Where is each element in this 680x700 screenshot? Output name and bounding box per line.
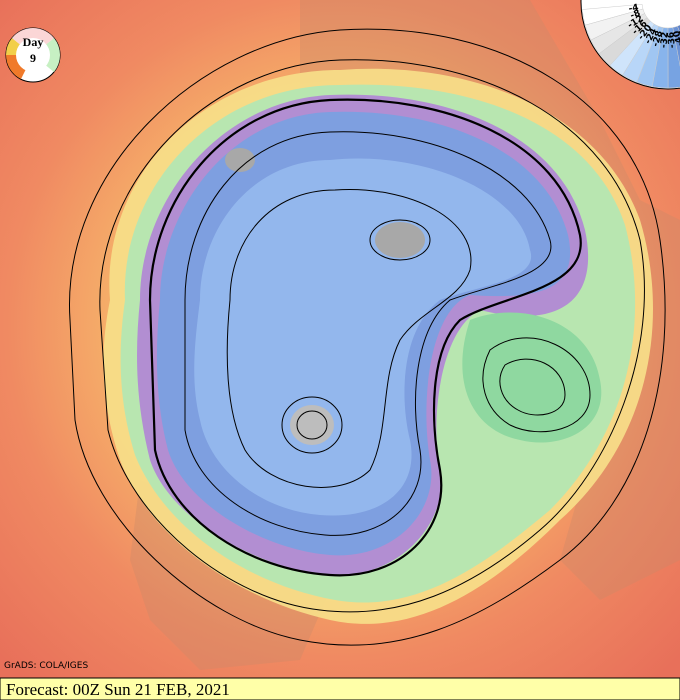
contour-line bbox=[482, 337, 591, 433]
contour-line bbox=[69, 28, 666, 646]
credit: GrADS: COLA/IGES bbox=[4, 661, 88, 671]
contour-line bbox=[184, 131, 552, 536]
legend: -4-8-12-16-20-24-28-32-36-40-44 bbox=[580, 0, 680, 90]
badge-number: 9 bbox=[30, 51, 36, 65]
badge-label: Day bbox=[23, 35, 44, 49]
contour-line bbox=[296, 410, 328, 440]
legend-label: -40 bbox=[672, 29, 680, 47]
contour-line bbox=[148, 98, 582, 577]
legend-label: -4 bbox=[628, 3, 640, 15]
contour-line bbox=[369, 219, 431, 261]
legend-center bbox=[644, 0, 680, 26]
contour-line bbox=[499, 358, 566, 416]
contours bbox=[69, 28, 666, 646]
forecast-text: Forecast: 00Z Sun 21 FEB, 2021 bbox=[6, 680, 230, 699]
legend-swatch bbox=[677, 24, 680, 34]
legend-label: -32 bbox=[659, 31, 670, 48]
contour-line bbox=[99, 59, 645, 613]
footer-bar bbox=[0, 677, 680, 700]
low-center bbox=[225, 148, 255, 172]
legend-label: -36 bbox=[666, 31, 677, 48]
badge-center bbox=[16, 38, 50, 72]
contour-line bbox=[281, 396, 343, 454]
contour-line bbox=[226, 189, 472, 488]
field-band bbox=[194, 158, 532, 516]
day-badge: Day 9 bbox=[5, 27, 61, 83]
low-center bbox=[375, 222, 425, 258]
